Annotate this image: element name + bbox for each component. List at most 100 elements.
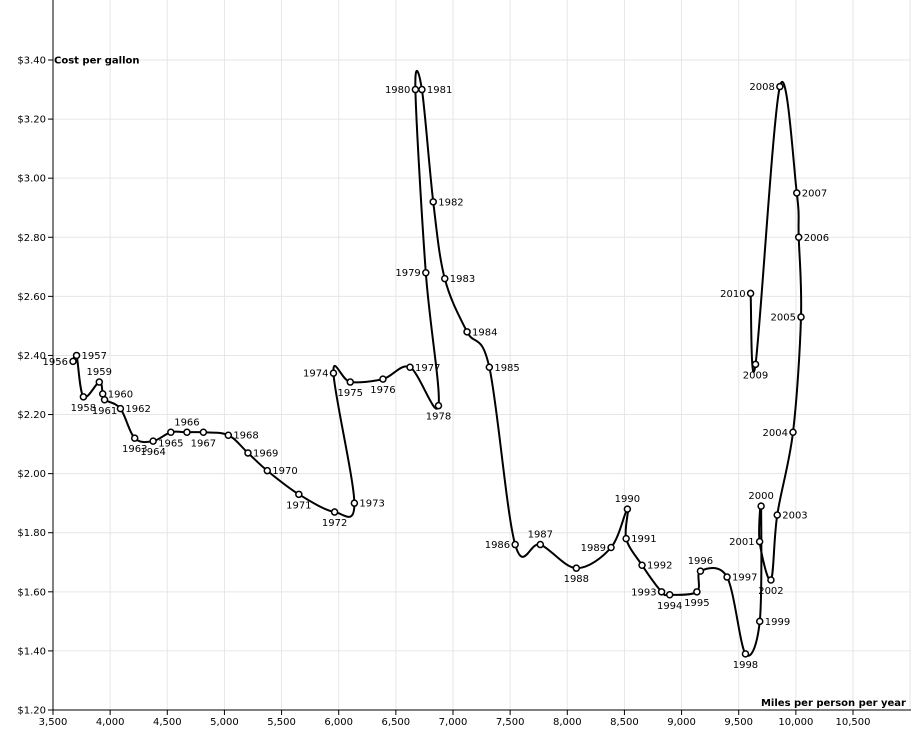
data-point-1998[interactable] [741, 650, 750, 658]
x-tick-label: 4,000 [96, 717, 125, 728]
data-point-1991[interactable] [622, 534, 630, 543]
data-point-1956[interactable] [69, 357, 77, 366]
data-point-1984[interactable] [463, 328, 471, 336]
point-label-2009: 2009 [743, 370, 768, 381]
data-point-1990[interactable] [623, 505, 632, 513]
data-point-1994[interactable] [665, 591, 674, 599]
data-point-1968[interactable] [224, 431, 233, 439]
data-point-1969[interactable] [244, 449, 252, 457]
data-point-1961[interactable] [100, 396, 109, 404]
point-label-1984: 1984 [472, 327, 497, 338]
point-label-1993: 1993 [631, 587, 656, 598]
data-point-1985[interactable] [485, 363, 494, 372]
data-point-1965[interactable] [167, 428, 175, 437]
data-point-2008[interactable] [776, 82, 784, 91]
x-tick-label: 9,500 [724, 717, 753, 728]
x-tick-label: 8,000 [553, 717, 582, 728]
data-point-2006[interactable] [794, 233, 803, 242]
data-point-1963[interactable] [130, 434, 139, 442]
data-point-1987[interactable] [536, 540, 545, 549]
point-label-1990: 1990 [615, 494, 640, 505]
data-point-1982[interactable] [429, 198, 437, 206]
point-label-1986: 1986 [485, 540, 510, 551]
y-tick-label: $3.00 [17, 174, 46, 185]
data-point-1981[interactable] [418, 85, 426, 94]
y-tick-label: $2.40 [17, 351, 46, 362]
point-label-2006: 2006 [804, 233, 829, 244]
data-point-1966[interactable] [183, 428, 191, 437]
data-point-1960[interactable] [98, 390, 107, 398]
data-point-1983[interactable] [441, 274, 449, 283]
data-point-1999[interactable] [755, 617, 764, 626]
data-point-1964[interactable] [149, 437, 157, 445]
data-point-2009[interactable] [751, 360, 760, 369]
point-label-2008: 2008 [749, 82, 774, 93]
data-point-1988[interactable] [572, 564, 581, 572]
data-point-2000[interactable] [757, 502, 765, 510]
x-tick-label: 3,500 [39, 717, 68, 728]
data-point-2005[interactable] [797, 313, 805, 321]
y-tick-label: $1.60 [17, 587, 46, 598]
point-label-1998: 1998 [733, 660, 758, 671]
data-point-1992[interactable] [638, 561, 646, 569]
data-point-1979[interactable] [422, 268, 430, 277]
data-point-1978[interactable] [434, 401, 443, 410]
x-tick-label: 5,000 [210, 717, 239, 728]
point-label-1956: 1956 [43, 357, 68, 368]
axes: 3,500 4,000 4,500 5,000 5,500 6,000 6,500 7,000… [17, 0, 911, 728]
point-label-2005: 2005 [771, 313, 796, 324]
point-label-1964: 1964 [140, 447, 165, 458]
data-point-1989[interactable] [607, 543, 615, 552]
data-point-2001[interactable] [755, 537, 764, 546]
point-label-1999: 1999 [765, 617, 790, 628]
x-axis-title: Miles per person per year [761, 698, 906, 709]
point-label-1957: 1957 [82, 351, 107, 362]
point-label-1992: 1992 [647, 561, 672, 572]
x-tick-label: 10,000 [778, 717, 813, 728]
data-point-1995[interactable] [693, 588, 701, 596]
data-point-2002[interactable] [767, 576, 775, 584]
data-point-1957[interactable] [72, 351, 81, 360]
data-point-1976[interactable] [379, 375, 387, 383]
gridlines [52, 0, 911, 711]
y-tick-label: $1.80 [17, 528, 46, 539]
point-label-1991: 1991 [631, 534, 656, 545]
data-point-1970[interactable] [263, 466, 272, 475]
data-point-1977[interactable] [406, 363, 414, 372]
x-tick-label: 8,500 [610, 717, 639, 728]
data-point-1959[interactable] [95, 378, 104, 386]
data-point-2007[interactable] [793, 189, 801, 197]
point-label-2003: 2003 [782, 511, 807, 522]
data-point-1980[interactable] [411, 85, 420, 94]
data-point-1973[interactable] [350, 499, 359, 507]
data-point-1975[interactable] [346, 378, 355, 386]
point-label-2007: 2007 [802, 188, 827, 199]
point-labels: 1956 1957 1958 1959 1960 1961 1962 196319641965… [43, 82, 830, 671]
data-point-1967[interactable] [199, 428, 208, 437]
point-label-1974: 1974 [303, 369, 328, 380]
data-point-1971[interactable] [295, 490, 303, 499]
data-point-1997[interactable] [723, 573, 731, 581]
data-point-1972[interactable] [330, 508, 339, 516]
data-point-1958[interactable] [79, 393, 88, 401]
point-label-2002: 2002 [758, 586, 783, 597]
y-tick-label: $2.80 [17, 233, 46, 244]
point-label-2004: 2004 [763, 428, 788, 439]
point-label-1996: 1996 [688, 556, 713, 567]
point-label-1982: 1982 [438, 197, 463, 208]
data-point-2003[interactable] [773, 511, 781, 519]
data-point-2010[interactable] [746, 289, 755, 298]
data-point-1996[interactable] [696, 567, 705, 575]
data-points [69, 82, 805, 658]
data-point-1993[interactable] [657, 588, 666, 596]
y-tick-label: $1.20 [17, 706, 46, 717]
y-tick-label: $3.20 [17, 115, 46, 126]
data-point-1986[interactable] [511, 540, 519, 549]
point-label-1971: 1971 [286, 500, 311, 511]
data-point-1962[interactable] [116, 404, 125, 413]
data-point-1974[interactable] [329, 369, 338, 377]
point-label-1978: 1978 [426, 412, 451, 423]
point-label-1988: 1988 [564, 574, 589, 585]
data-point-2004[interactable] [789, 428, 797, 437]
